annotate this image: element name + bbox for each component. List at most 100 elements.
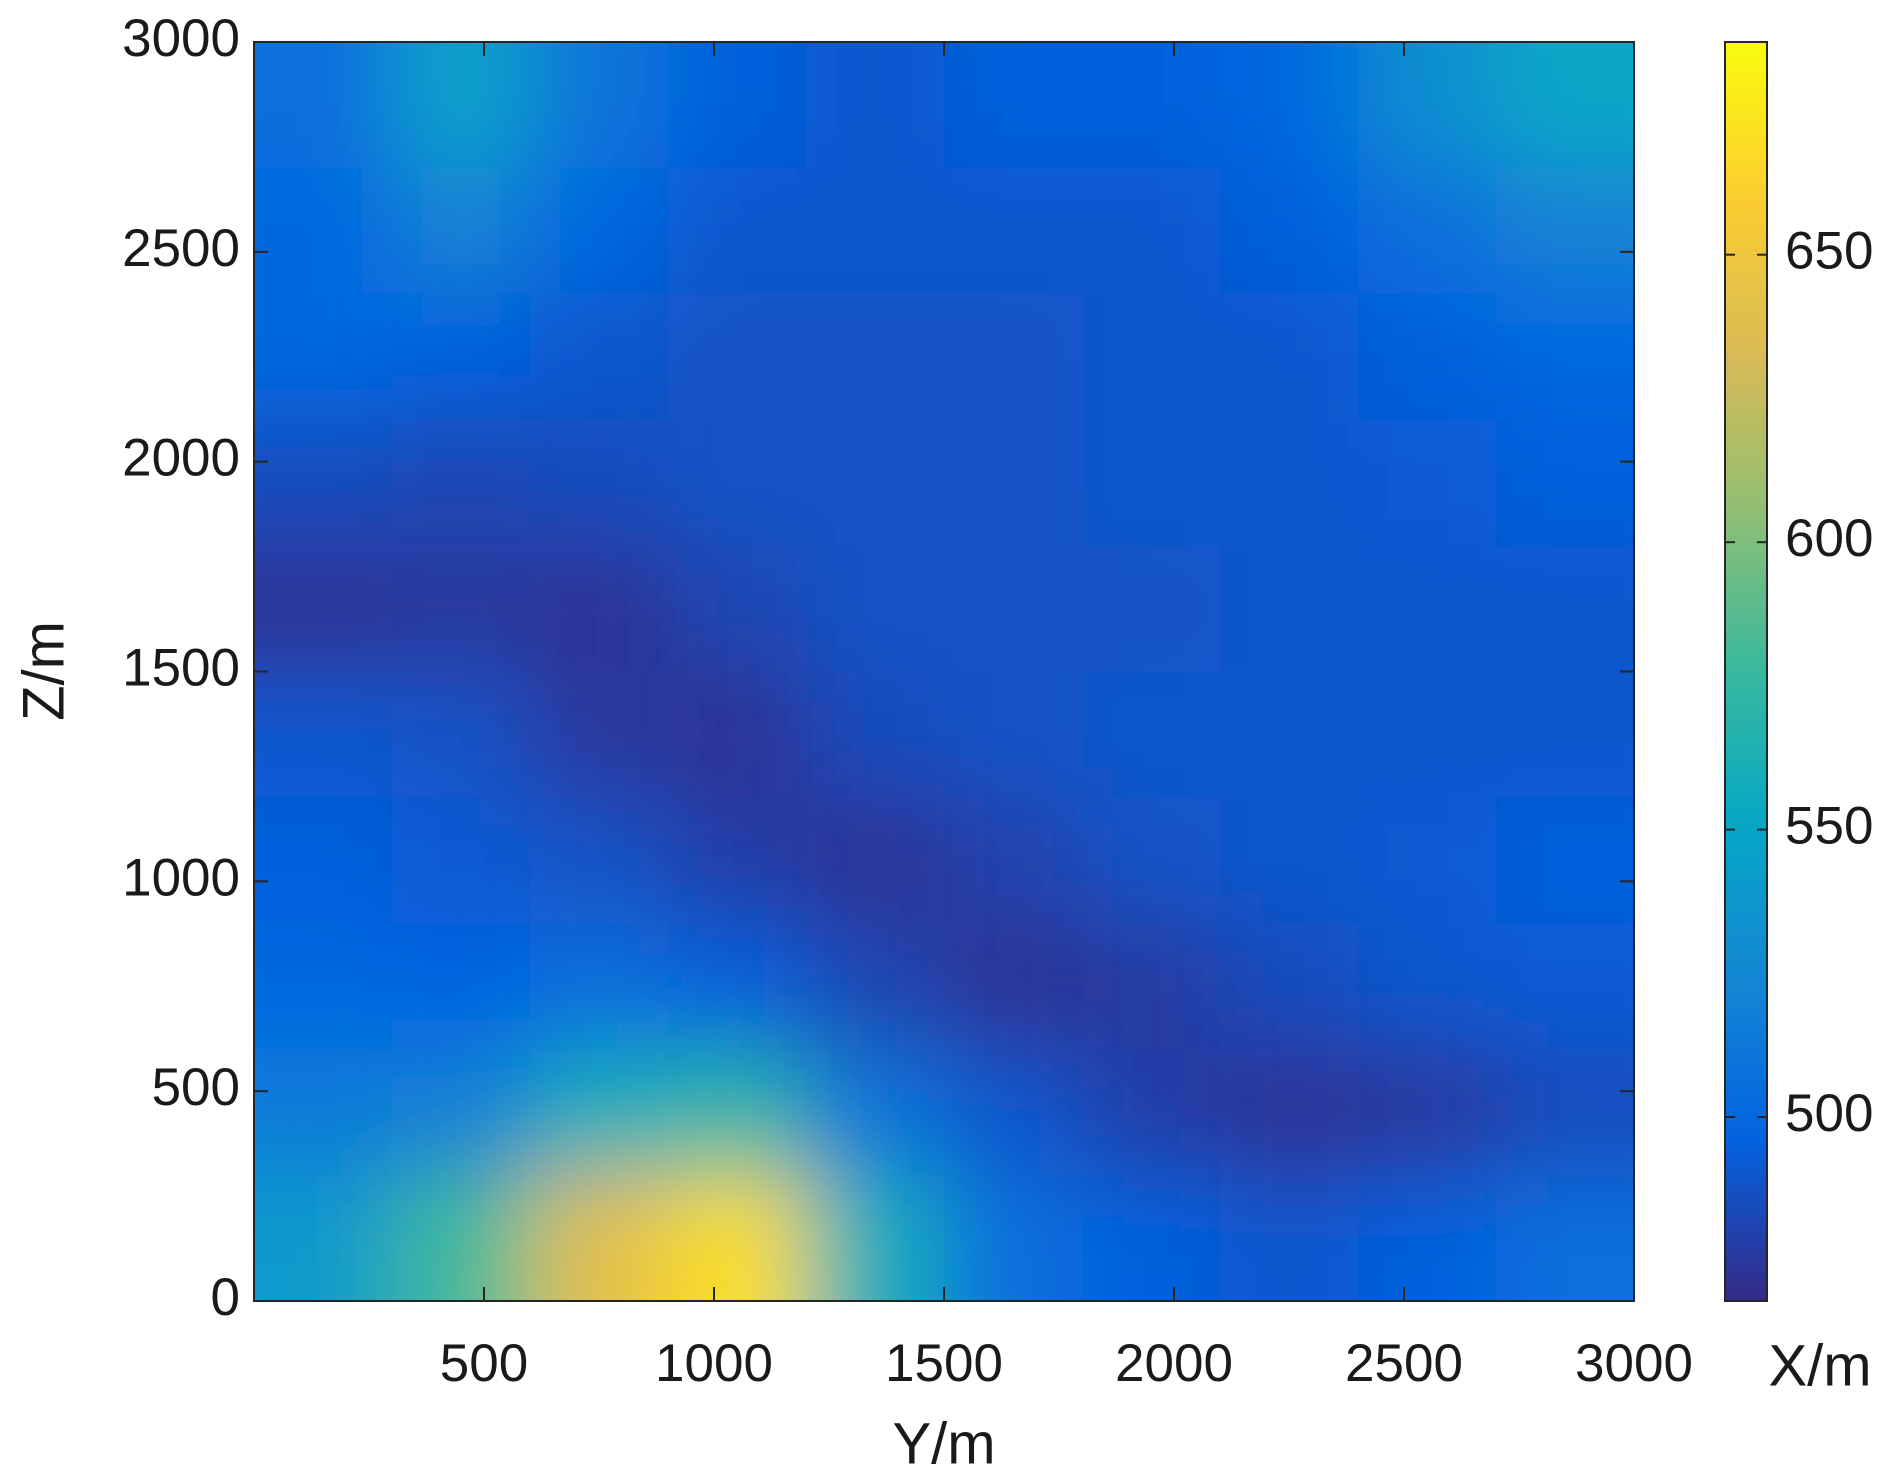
heat-cell [1082, 167, 1221, 295]
x-tick-label: 500 [440, 1334, 528, 1393]
heat-cell [806, 797, 945, 925]
heat-cell [530, 923, 669, 1051]
heat-cell [668, 293, 807, 421]
heat-cell [530, 42, 669, 169]
y-tick-label: 500 [152, 1058, 240, 1117]
heat-cell [254, 419, 393, 547]
heat-cell [944, 545, 1083, 673]
heat-cell [1496, 1049, 1634, 1177]
heat-cell [392, 1049, 531, 1177]
heat-cell [1496, 293, 1634, 421]
heat-cell [1496, 42, 1634, 169]
heat-cell [1358, 671, 1497, 799]
heat-cell [668, 167, 807, 295]
x-tick-label: 2000 [1115, 1334, 1233, 1393]
heat-cell [254, 671, 393, 799]
heat-cell [944, 419, 1083, 547]
heat-cell [254, 545, 393, 673]
heat-cell [530, 545, 669, 673]
heat-cell [1220, 671, 1359, 799]
heat-cell [1082, 1049, 1221, 1177]
y-tick-label: 3000 [122, 9, 240, 68]
heat-cell [1220, 923, 1359, 1051]
heat-cell [530, 293, 669, 421]
heat-cell [1496, 1175, 1634, 1301]
heat-cell [1358, 293, 1497, 421]
heat-cell [944, 293, 1083, 421]
y-axis-label: Z/m [11, 621, 76, 721]
y-tick-label: 2500 [122, 219, 240, 278]
heat-cell [1496, 797, 1634, 925]
heat-cell [1358, 545, 1497, 673]
heat-cell [944, 797, 1083, 925]
heat-cell [1496, 671, 1634, 799]
heat-cell [944, 671, 1083, 799]
heat-cell [1358, 167, 1497, 295]
heat-cell [1220, 293, 1359, 421]
heat-cell [392, 42, 531, 169]
heat-cell [944, 1049, 1083, 1177]
heat-cell [806, 923, 945, 1051]
heat-cell [392, 797, 531, 925]
heat-cell [668, 923, 807, 1051]
heat-cell [392, 545, 531, 673]
colorbar-tick-label: 650 [1785, 222, 1873, 281]
colorbar [1724, 41, 1768, 1302]
heat-cell [1220, 1175, 1359, 1301]
heat-cell [1082, 419, 1221, 547]
heat-cell [668, 797, 807, 925]
heat-cell [1220, 42, 1359, 169]
heat-cell [1358, 1049, 1497, 1177]
heat-cell [392, 923, 531, 1051]
heat-cell [1082, 1175, 1221, 1301]
heat-cell [254, 1175, 393, 1301]
x-axis-label: Y/m [892, 1411, 995, 1476]
heat-cell [530, 1175, 669, 1301]
heat-cell [806, 1175, 945, 1301]
heat-cell [254, 1049, 393, 1177]
heat-cell [1358, 797, 1497, 925]
heat-cell [1496, 923, 1634, 1051]
heat-cell [392, 167, 531, 295]
x-tick-label: 2500 [1345, 1334, 1463, 1393]
heat-cell [1220, 545, 1359, 673]
heat-cell [530, 419, 669, 547]
x-tick-label: 1500 [885, 1334, 1003, 1393]
heat-cell [254, 923, 393, 1051]
heat-cell [530, 1049, 669, 1177]
heat-cell [668, 42, 807, 169]
y-tick-label: 2000 [122, 429, 240, 488]
heat-cell [668, 1175, 807, 1301]
heat-cell [806, 293, 945, 421]
heat-cell [944, 42, 1083, 169]
heat-cell [1082, 923, 1221, 1051]
heat-cell [1220, 419, 1359, 547]
heat-cell [806, 167, 945, 295]
heat-cell [1358, 42, 1497, 169]
y-tick-label: 1500 [122, 639, 240, 698]
heat-cell [1358, 923, 1497, 1051]
heat-cell [254, 42, 393, 169]
heat-cell [1082, 797, 1221, 925]
heat-cell [1082, 545, 1221, 673]
heat-cell [392, 671, 531, 799]
heat-cell [806, 419, 945, 547]
x-tick-label: 3000 [1575, 1334, 1693, 1393]
colorbar-tick-label: 600 [1785, 509, 1873, 568]
heat-cell [668, 545, 807, 673]
heat-cell [1220, 167, 1359, 295]
heat-cell [392, 1175, 531, 1301]
heat-cell [1082, 42, 1221, 169]
heat-cell [1496, 419, 1634, 547]
heat-cell [530, 671, 669, 799]
heat-cell [392, 293, 531, 421]
heat-cell [392, 419, 531, 547]
heat-cell [806, 545, 945, 673]
colorbar-tick-label: 550 [1785, 797, 1873, 856]
heat-cell [1358, 1175, 1497, 1301]
heat-cell [1082, 671, 1221, 799]
y-tick-label: 0 [211, 1268, 240, 1327]
heat-cell [1220, 1049, 1359, 1177]
heat-cell [944, 1175, 1083, 1301]
